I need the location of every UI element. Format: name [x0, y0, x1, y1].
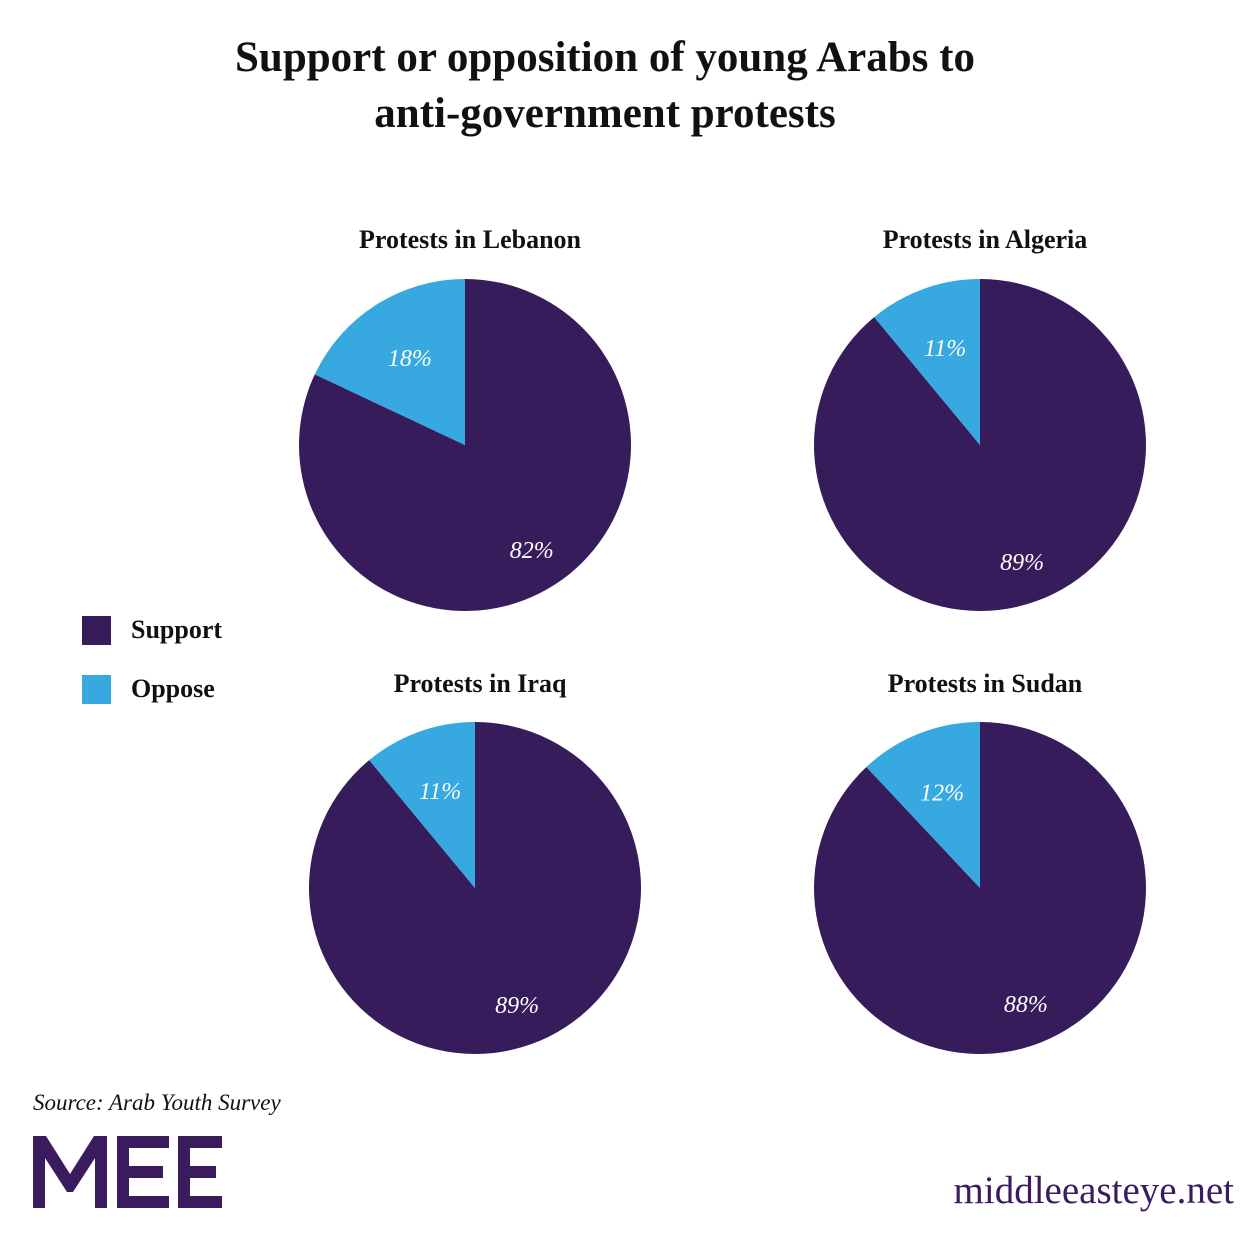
source-note: Source: Arab Youth Survey	[33, 1090, 281, 1115]
pie-charts: Protests in Lebanon 82% 18% Protests in Alg…	[299, 225, 1146, 1054]
pie-slice-support	[308, 722, 641, 1054]
pie-label-support: 89%	[495, 993, 539, 1019]
pie-chart-2: Protests in Iraq 89% 11%	[308, 669, 641, 1054]
pie-title: Protests in Lebanon	[359, 225, 582, 254]
pie-label-support: 89%	[1000, 550, 1044, 576]
legend-label-support: Support	[131, 615, 223, 644]
pie-title: Protests in Sudan	[888, 669, 1083, 698]
pie-label-oppose: 18%	[388, 346, 432, 372]
chart-title: Support or opposition of young Arabs to …	[0, 30, 1210, 142]
pie-chart-3: Protests in Sudan 88% 12%	[813, 669, 1146, 1054]
pie-title: Protests in Iraq	[394, 669, 567, 698]
pie-slice-oppose	[866, 722, 980, 888]
pie-slice-support	[813, 722, 1146, 1054]
pie-chart-0: Protests in Lebanon 82% 18%	[299, 225, 631, 611]
pie-label-oppose: 11%	[419, 779, 461, 805]
pie-label-support: 82%	[510, 538, 554, 564]
legend-swatch-oppose	[82, 674, 111, 704]
pie-chart-1: Protests in Algeria 89% 11%	[814, 225, 1146, 611]
legend-item-support: Support	[82, 612, 222, 648]
pie-label-oppose: 12%	[920, 780, 964, 806]
legend-item-oppose: Oppose	[82, 671, 222, 707]
pie-title: Protests in Algeria	[883, 225, 1088, 254]
pie-slice-oppose	[369, 722, 475, 888]
title-line-2: anti-government protests	[374, 90, 836, 137]
pie-slice-oppose	[314, 279, 465, 445]
pie-slice-oppose	[874, 279, 980, 445]
pie-label-oppose: 11%	[924, 336, 966, 362]
legend-swatch-support	[82, 615, 111, 645]
website-link[interactable]: middleeasteye.net	[953, 1169, 1234, 1212]
legend: Support Oppose	[82, 612, 222, 730]
legend-label-oppose: Oppose	[131, 674, 215, 703]
mee-logo	[33, 1136, 222, 1208]
pie-label-support: 88%	[1004, 992, 1048, 1018]
title-line-1: Support or opposition of young Arabs to	[235, 34, 975, 81]
